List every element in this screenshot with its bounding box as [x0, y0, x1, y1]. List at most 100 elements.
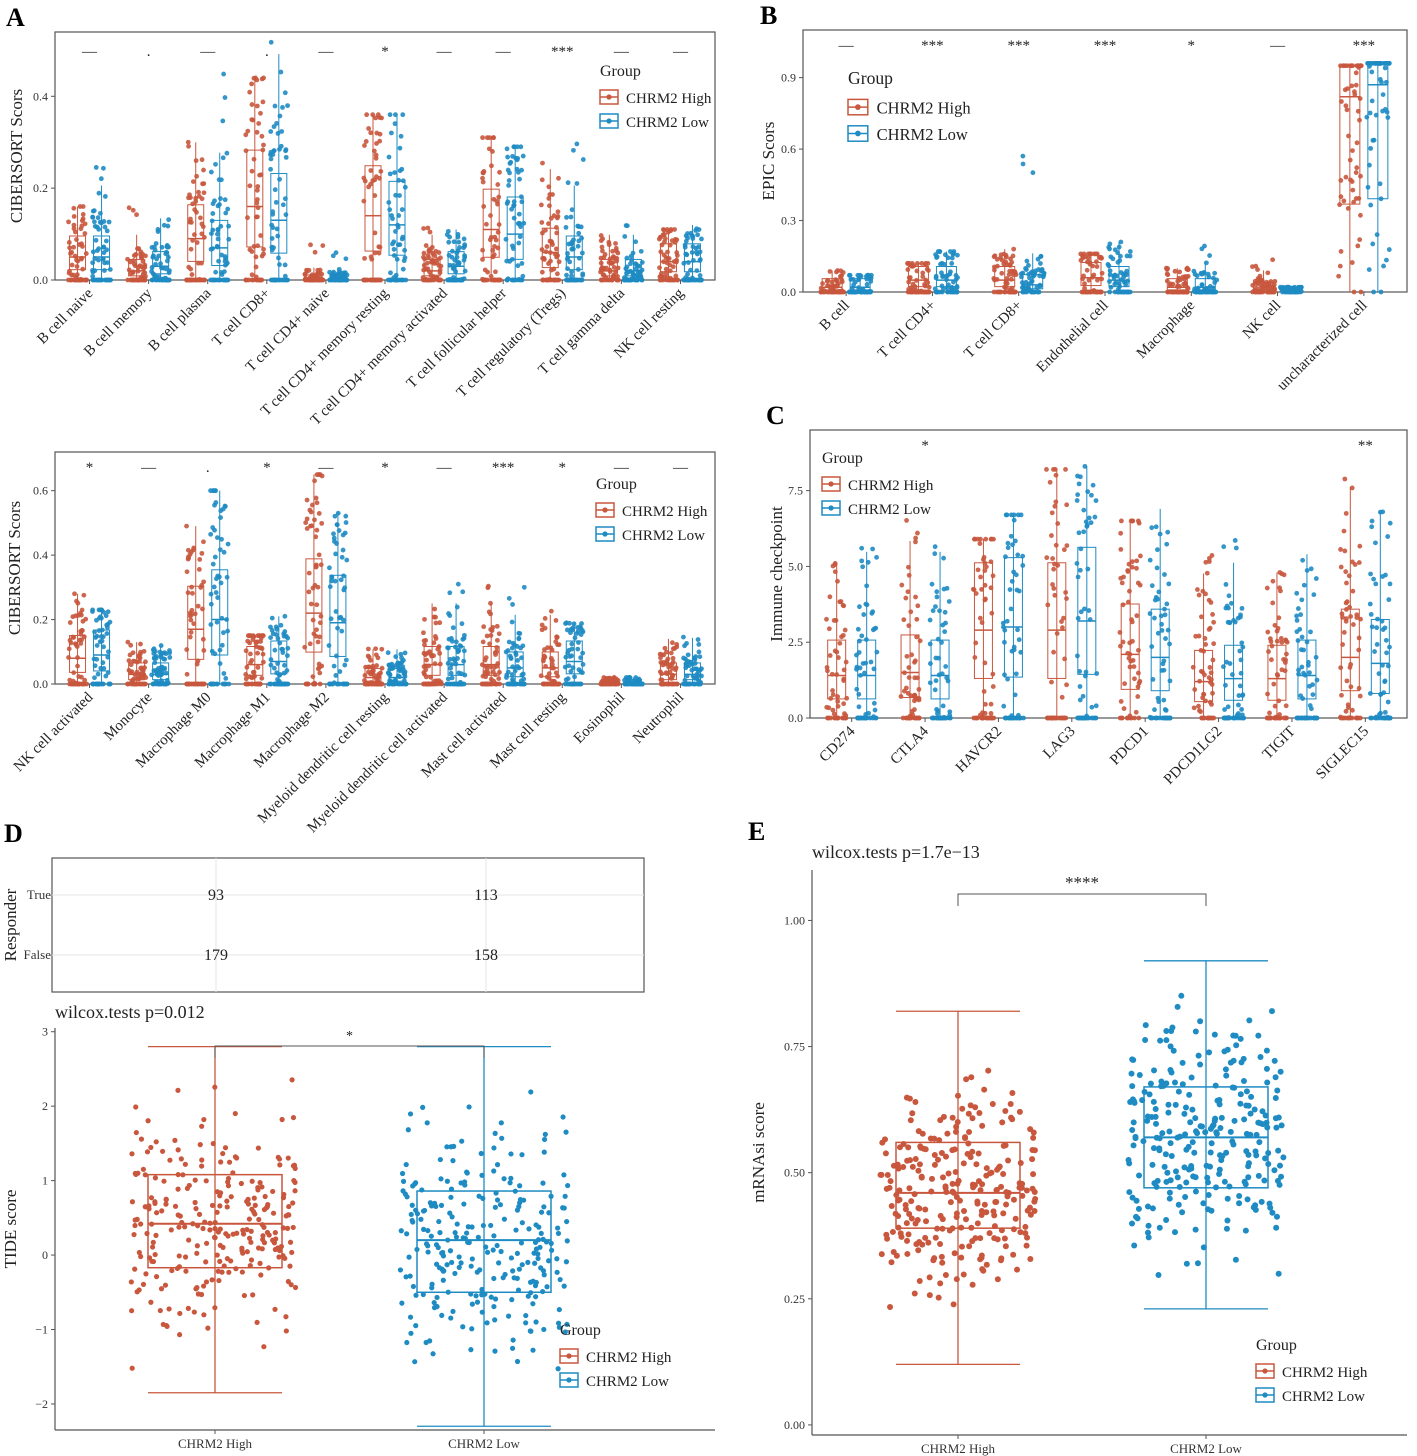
panel-a-top-data-point — [254, 197, 260, 202]
panel-a-bottom-data-point — [327, 565, 332, 571]
panel-a-bottom-data-point — [448, 681, 454, 687]
panel-a-top-data-point — [306, 267, 312, 273]
panel-a-top-data-point — [270, 209, 276, 215]
panel-c-data-point — [1013, 538, 1018, 544]
panel-a-top-data-point — [90, 273, 96, 279]
panel-d-box-data-point — [144, 1230, 150, 1237]
panel-a-bottom-data-point — [163, 651, 169, 657]
panel-a-bottom-data-point — [454, 681, 460, 687]
panel-a-top-data-point — [343, 256, 349, 262]
panel-a-top-data-point — [277, 113, 283, 119]
panel-a-bottom-data-point — [505, 681, 511, 687]
panel-a-bottom-data-point — [568, 669, 574, 674]
panel-c-data-point — [1374, 625, 1380, 631]
panel-c-data-point — [1157, 715, 1163, 721]
panel-c-data-point — [1301, 647, 1307, 653]
panel-a-top-data-point — [196, 189, 201, 195]
panel-a-top-data-point — [446, 239, 452, 245]
panel-b-data-point — [909, 289, 915, 295]
panel-a-top-data-point — [188, 219, 194, 225]
panel-a-bottom-data-point — [480, 639, 486, 645]
panel-b-category-endothelial-cell: Endothelial cell — [1034, 298, 1112, 376]
panel-a-top-data-point — [400, 112, 406, 118]
panel-a-top-data-point — [689, 250, 695, 255]
panel-a-top-data-point — [624, 223, 630, 229]
panel-a-top-data-point — [553, 277, 559, 283]
panel-a-bottom-data-point — [509, 681, 515, 687]
panel-c-data-point — [913, 539, 918, 545]
panel-d-box-ytick-label: 1 — [42, 1174, 48, 1188]
panel-c-data-point — [1386, 597, 1392, 603]
panel-a-bottom-data-point — [189, 681, 195, 687]
panel-c-box — [1047, 562, 1067, 679]
panel-a-top-data-point — [256, 121, 262, 126]
panel-a-bottom-data-point — [98, 615, 104, 621]
panel-b-data-point — [940, 273, 946, 279]
panel-c-data-point — [1045, 715, 1051, 721]
panel-a-top-data-point — [662, 236, 668, 241]
panel-a-bottom-data-point — [370, 663, 376, 669]
panel-c-data-point — [861, 612, 867, 617]
panel-a-bottom-data-point — [548, 608, 554, 614]
panel-a-top-box — [211, 219, 229, 267]
panel-c-ytick-label: 5.0 — [788, 559, 803, 573]
panel-b-data-point — [1265, 270, 1271, 276]
panel-c-data-point — [1077, 684, 1083, 689]
panel-b-data-point — [1368, 202, 1374, 208]
panel-a-top-data-point — [269, 222, 275, 228]
panel-a-top-data-point — [220, 277, 226, 283]
panel-a-bottom-data-point — [285, 645, 291, 651]
panel-a-bottom-data-point — [221, 549, 227, 555]
panel-c-data-point — [934, 594, 940, 600]
panel-c-data-point — [1125, 599, 1131, 605]
panel-a-top-data-point — [663, 255, 669, 260]
panel-c-data-point — [1233, 545, 1239, 551]
panel-c-data-point — [840, 632, 846, 638]
panel-a-bottom-legend-title: Group — [596, 476, 637, 493]
panel-c-data-point — [1270, 600, 1276, 606]
panel-b-data-point — [1030, 289, 1036, 295]
panel-c-data-point — [1135, 694, 1141, 699]
panel-a-top-data-point — [670, 264, 676, 270]
panel-a-top-data-point — [462, 254, 468, 260]
panel-a-top-data-point — [518, 144, 524, 150]
panel-c-data-point — [862, 670, 867, 676]
panel-a-top-data-point — [91, 208, 97, 214]
panel-c-data-point — [1239, 640, 1245, 646]
panel-b-box — [935, 266, 957, 288]
panel-a-top-data-point — [432, 253, 438, 259]
panel-a-top-data-point — [387, 171, 393, 177]
panel-b-data-point — [1008, 276, 1014, 282]
panel-c-data-point — [1314, 677, 1320, 683]
panel-c-data-point — [906, 665, 912, 670]
panel-c-data-point — [947, 715, 953, 721]
panel-c-data-point — [1223, 682, 1228, 688]
panel-a-top-data-point — [223, 210, 229, 216]
panel-a-bottom-box — [506, 651, 524, 678]
panel-c-data-point — [1121, 706, 1127, 711]
panel-a-top-data-point — [259, 76, 265, 82]
panel-a-top-data-point — [483, 221, 489, 227]
panel-c-data-point — [1092, 514, 1098, 520]
panel-a-top-data-point — [538, 202, 544, 208]
panel-a-top-data-point — [547, 192, 553, 197]
panel-a-bottom-data-point — [105, 654, 111, 660]
panel-c-data-point — [1002, 715, 1008, 721]
panel-c-data-point — [1093, 703, 1099, 709]
panel-a-bottom-data-point — [273, 624, 279, 630]
panel-a-bottom-data-point — [566, 663, 572, 669]
panel-c-data-point — [1206, 675, 1212, 681]
panel-a-top-data-point — [76, 242, 82, 247]
panel-a-bottom-data-point — [695, 681, 701, 687]
panel-a-top-data-point — [490, 247, 496, 253]
panel-a-bottom-data-point — [308, 523, 313, 529]
panel-label-c: C — [766, 401, 785, 430]
panel-c-data-point — [1380, 574, 1385, 579]
panel-c-data-point — [977, 541, 983, 546]
panel-d-box-ytick-label: −2 — [35, 1397, 48, 1411]
panel-a-top-data-point — [396, 177, 402, 183]
panel-a-top-data-point — [276, 255, 281, 261]
panel-a-top-data-point — [399, 207, 405, 212]
panel-a-top-data-point — [185, 139, 191, 145]
panel-b-data-point — [1027, 275, 1032, 281]
